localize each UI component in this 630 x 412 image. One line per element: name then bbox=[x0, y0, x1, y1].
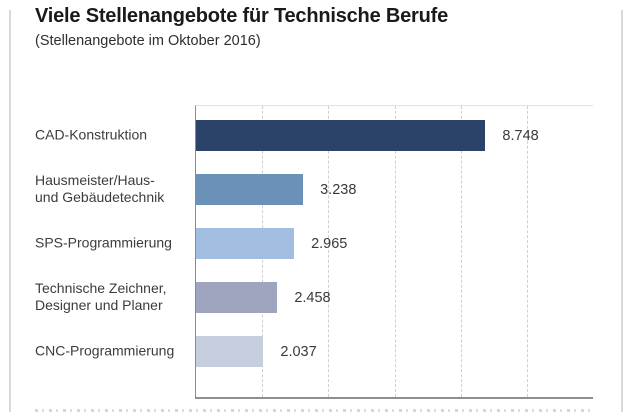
gridline-10000 bbox=[526, 106, 528, 397]
bar-value-label-2: 3.238 bbox=[320, 181, 357, 198]
bar-2 bbox=[196, 174, 304, 205]
gridline-4000 bbox=[328, 106, 330, 397]
bar-3 bbox=[196, 228, 295, 259]
category-label-1: CAD-Konstruktion bbox=[35, 126, 148, 142]
bar-chart-plot-area: 8.748 3.238 2.965 2.458 2.037 bbox=[195, 105, 593, 399]
category-label-3: SPS-Programmierung bbox=[35, 234, 172, 250]
cropped-source-text-remnant bbox=[35, 409, 590, 412]
bar-value-label-4: 2.458 bbox=[294, 289, 331, 306]
category-label-5: CNC-Programmierung bbox=[35, 342, 175, 358]
bar-5 bbox=[196, 336, 264, 367]
card-right-border bbox=[621, 10, 623, 412]
category-label-2: Hausmeister/Haus-und Gebäudetechnik bbox=[35, 171, 165, 205]
bar-4 bbox=[196, 282, 278, 313]
bar-value-label-1: 8.748 bbox=[502, 127, 539, 144]
chart-subtitle: (Stellenangebote im Oktober 2016) bbox=[35, 33, 261, 49]
bar-1 bbox=[196, 120, 486, 151]
category-label-4: Technische Zeichner, Designer und Planer bbox=[35, 279, 167, 313]
bar-value-label-5: 2.037 bbox=[280, 343, 317, 360]
gridline-6000 bbox=[394, 106, 396, 397]
chart-title: Viele Stellenangebote für Technische Ber… bbox=[35, 5, 449, 27]
gridline-8000 bbox=[460, 106, 462, 397]
bar-value-label-3: 2.965 bbox=[311, 235, 348, 252]
card-left-border bbox=[9, 10, 11, 412]
